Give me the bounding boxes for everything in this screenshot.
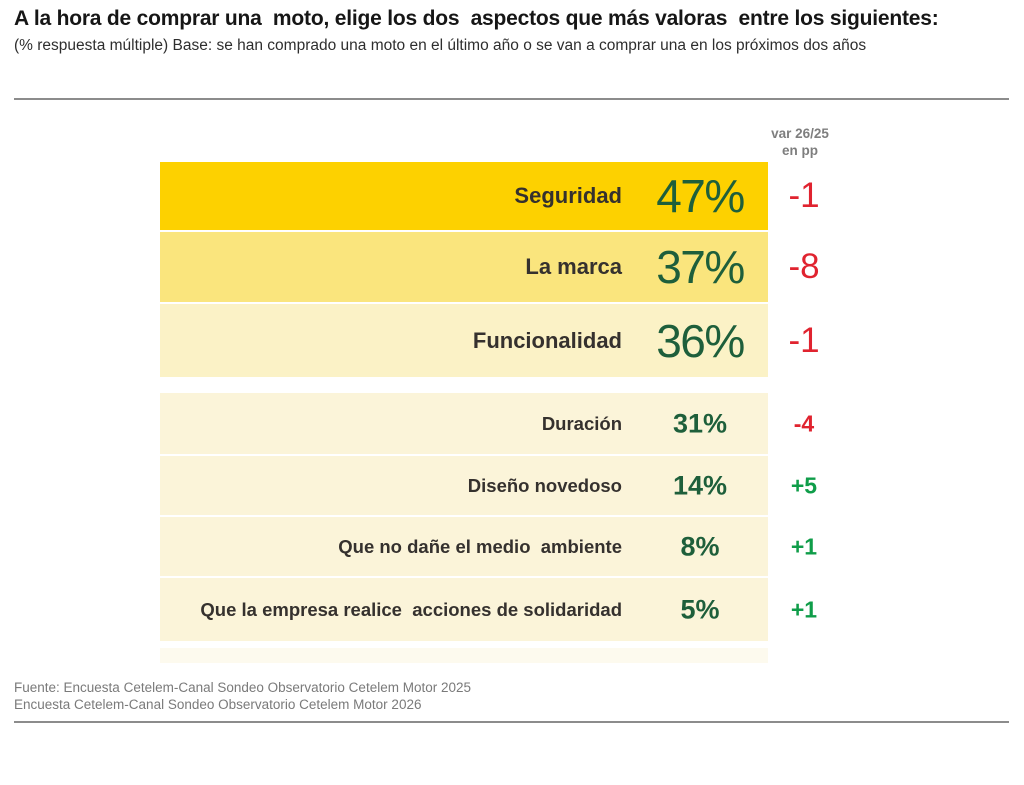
variation-value: -1 — [788, 176, 820, 215]
variation-value: +1 — [790, 533, 818, 559]
source-line-1: Fuente: Encuesta Cetelem-Canal Sondeo Ob… — [14, 680, 471, 695]
category-label: Que la empresa realice acciones de solid… — [200, 598, 622, 620]
page-title: A la hora de comprar una moto, elige los… — [14, 7, 939, 30]
category-label: Diseño novedoso — [467, 474, 622, 496]
variation-value: -4 — [793, 410, 815, 436]
category-label: Funcionalidad — [472, 327, 622, 353]
variation-value: -1 — [788, 320, 820, 360]
value-label: 36% — [656, 314, 745, 367]
value-label: 47% — [656, 170, 745, 222]
category-label: La marca — [525, 254, 622, 279]
variation-value: +1 — [790, 596, 818, 622]
page-subtitle: (% respuesta múltiple) Base: se han comp… — [14, 37, 867, 54]
table-bottom-shadow — [160, 648, 768, 663]
bar-row: Que no dañe el medio ambiente 8% +1 — [160, 517, 817, 576]
bar-row: Funcionalidad 36% -1 — [160, 304, 820, 377]
value-label: 5% — [680, 594, 720, 624]
source-note: Fuente: Encuesta Cetelem-Canal Sondeo Ob… — [14, 679, 471, 713]
top-divider — [14, 98, 1009, 100]
variation-header-line2: en pp — [782, 143, 818, 158]
variation-column-header: var 26/25 en pp — [760, 125, 840, 159]
value-label: 8% — [680, 531, 720, 561]
category-label: Duración — [541, 412, 622, 434]
category-label: Que no dañe el medio ambiente — [338, 535, 622, 557]
variation-header-line1: var 26/25 — [771, 126, 829, 141]
bar-row: Seguridad 47% -1 — [160, 162, 820, 230]
variation-value: -8 — [788, 247, 820, 286]
bar-rows-container: Seguridad 47% -1 La marca 37% -8 Funcion… — [160, 162, 820, 641]
value-label: 37% — [656, 241, 745, 293]
value-label: 14% — [672, 470, 728, 500]
category-label: Seguridad — [514, 183, 622, 208]
bottom-divider — [14, 721, 1009, 723]
bar-row: Que la empresa realice acciones de solid… — [160, 578, 817, 641]
bar-row: La marca 37% -8 — [160, 232, 820, 302]
bar-row: Diseño novedoso 14% +5 — [160, 456, 817, 515]
bar-row: Duración 31% -4 — [160, 393, 814, 454]
source-line-2: Encuesta Cetelem-Canal Sondeo Observator… — [14, 697, 422, 712]
value-label: 31% — [672, 408, 728, 438]
variation-value: +5 — [790, 472, 818, 498]
